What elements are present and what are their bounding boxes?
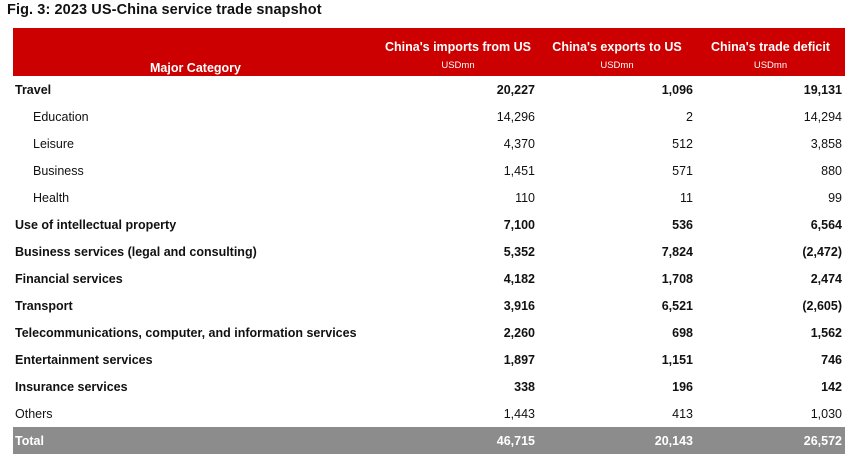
- row-label: Health: [33, 190, 70, 205]
- row-label: Transport: [15, 298, 73, 313]
- row-label: Travel: [15, 82, 52, 97]
- exports-value: 7,824: [661, 244, 693, 259]
- exports-value: 1,708: [661, 271, 693, 286]
- row-label: Business services (legal and consulting): [15, 244, 257, 259]
- imports-value: 7,100: [503, 217, 535, 232]
- table-body: Travel 20,227 1,096 19,131 Education 14,296 2 1…: [13, 76, 845, 454]
- exports-value: 698: [672, 325, 693, 340]
- deficit-value: 14,294: [803, 109, 842, 124]
- table-row: Health 110 11 99: [13, 184, 845, 211]
- table-row: Insurance services 338 196 142: [13, 373, 845, 400]
- unit-deficit: USDmn: [696, 55, 845, 76]
- deficit-value: 26,572: [696, 427, 845, 454]
- imports-value: 1,451: [503, 163, 535, 178]
- total-row: Total 46,715 20,143 26,572: [13, 427, 845, 454]
- imports-value: 4,182: [503, 271, 535, 286]
- row-label: Business: [33, 163, 84, 178]
- imports-value: 338: [514, 379, 535, 394]
- table-row: Education 14,296 2 14,294: [13, 103, 845, 130]
- deficit-value: 746: [821, 352, 842, 367]
- figure-title: Fig. 3: 2023 US-China service trade snap…: [7, 2, 322, 18]
- imports-value: 46,715: [378, 427, 538, 454]
- imports-value: 1,897: [503, 352, 535, 367]
- table-row: Telecommunications, computer, and inform…: [13, 319, 845, 346]
- deficit-value: 1,562: [810, 325, 842, 340]
- trade-table: Major Category China's imports from US C…: [13, 28, 845, 454]
- header-exports: China's exports to US: [538, 28, 696, 55]
- row-label: Use of intellectual property: [15, 217, 177, 232]
- imports-value: 14,296: [496, 109, 535, 124]
- exports-value: 1,151: [661, 352, 693, 367]
- deficit-value: 99: [828, 190, 842, 205]
- exports-value: 196: [672, 379, 693, 394]
- header-imports: China's imports from US: [378, 28, 538, 55]
- table-row: Business services (legal and consulting)…: [13, 238, 845, 265]
- row-label: Total: [13, 427, 378, 454]
- header-major-category: Major Category: [13, 28, 378, 76]
- deficit-value: 880: [821, 163, 842, 178]
- deficit-value: 3,858: [810, 136, 842, 151]
- table-row: Transport 3,916 6,521 (2,605): [13, 292, 845, 319]
- row-label: Telecommunications, computer, and inform…: [15, 325, 357, 340]
- deficit-value: (2,472): [802, 244, 842, 259]
- table-row: Leisure 4,370 512 3,858: [13, 130, 845, 157]
- exports-value: 6,521: [661, 298, 693, 313]
- imports-value: 5,352: [503, 244, 535, 259]
- exports-value: 536: [672, 217, 693, 232]
- table-row: Business 1,451 571 880: [13, 157, 845, 184]
- exports-value: 571: [672, 163, 693, 178]
- table-header: Major Category China's imports from US C…: [13, 28, 845, 76]
- deficit-value: 2,474: [810, 271, 842, 286]
- deficit-value: 1,030: [810, 406, 842, 421]
- table-row: Travel 20,227 1,096 19,131: [13, 76, 845, 103]
- exports-value: 512: [672, 136, 693, 151]
- row-label: Entertainment services: [15, 352, 153, 367]
- table-row: Entertainment services 1,897 1,151 746: [13, 346, 845, 373]
- row-label: Education: [33, 109, 89, 124]
- unit-imports: USDmn: [378, 55, 538, 76]
- row-label: Others: [15, 406, 53, 421]
- imports-value: 2,260: [503, 325, 535, 340]
- imports-value: 1,443: [503, 406, 535, 421]
- exports-value: 1,096: [661, 82, 693, 97]
- deficit-value: (2,605): [802, 298, 842, 313]
- exports-value: 20,143: [538, 427, 696, 454]
- deficit-value: 19,131: [803, 82, 842, 97]
- header-deficit: China's trade deficit: [696, 28, 845, 55]
- row-label: Financial services: [15, 271, 123, 286]
- unit-exports: USDmn: [538, 55, 696, 76]
- imports-value: 110: [515, 190, 535, 205]
- table-row: Financial services 4,182 1,708 2,474: [13, 265, 845, 292]
- imports-value: 4,370: [503, 136, 535, 151]
- imports-value: 3,916: [503, 298, 535, 313]
- exports-value: 2: [686, 109, 693, 124]
- row-label: Leisure: [33, 136, 74, 151]
- table-row: Others 1,443 413 1,030: [13, 400, 845, 427]
- table-row: Use of intellectual property 7,100 536 6,56…: [13, 211, 845, 238]
- deficit-value: 142: [821, 379, 842, 394]
- imports-value: 20,227: [496, 82, 535, 97]
- deficit-value: 6,564: [810, 217, 842, 232]
- row-label: Insurance services: [15, 379, 128, 394]
- exports-value: 11: [680, 190, 693, 205]
- exports-value: 413: [672, 406, 693, 421]
